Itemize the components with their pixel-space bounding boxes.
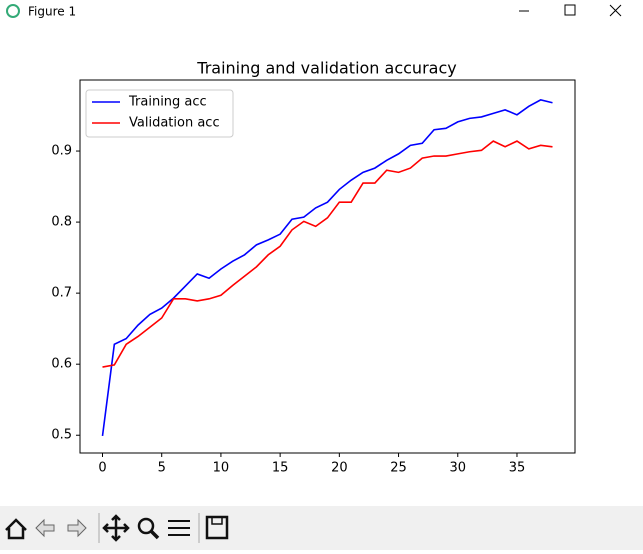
app-icon xyxy=(6,4,20,18)
y-tick-label: 0.6 xyxy=(51,357,72,372)
legend-label: Training acc xyxy=(128,95,207,110)
zoom-button[interactable] xyxy=(137,517,155,535)
zoom-handle xyxy=(149,529,160,540)
forward-button[interactable] xyxy=(67,518,87,538)
x-tick-label: 10 xyxy=(213,461,230,476)
x-tick-label: 30 xyxy=(449,461,466,476)
plot-area xyxy=(79,79,576,454)
close-button[interactable] xyxy=(609,4,622,17)
maximize-button[interactable] xyxy=(564,4,576,16)
pan-button[interactable] xyxy=(102,514,130,542)
legend-box xyxy=(85,89,234,138)
y-tick-label: 0.7 xyxy=(51,286,72,301)
toolbar xyxy=(0,506,643,550)
toolbar-buttons xyxy=(5,513,229,543)
y-tick-label: 0.9 xyxy=(51,144,72,159)
x-tick-label: 15 xyxy=(272,461,289,476)
legend-label: Validation acc xyxy=(129,116,220,131)
x-tick-label: 35 xyxy=(509,461,526,476)
x-tick-label: 25 xyxy=(390,461,407,476)
x-tick-label: 0 xyxy=(98,461,106,476)
home-button[interactable] xyxy=(5,518,27,540)
back-button[interactable] xyxy=(35,518,55,538)
data-line xyxy=(101,99,553,437)
data-line xyxy=(102,140,553,368)
configure-button[interactable] xyxy=(168,520,190,536)
window-title: Figure 1 xyxy=(28,5,76,19)
save-label xyxy=(211,516,223,525)
y-tick-label: 0.5 xyxy=(51,428,72,443)
x-tick-label: 20 xyxy=(331,461,348,476)
y-tick-label: 0.8 xyxy=(51,215,72,230)
x-tick-label: 5 xyxy=(158,461,166,476)
title-bar xyxy=(0,0,643,24)
chart-title: Training and validation accuracy xyxy=(196,59,456,78)
